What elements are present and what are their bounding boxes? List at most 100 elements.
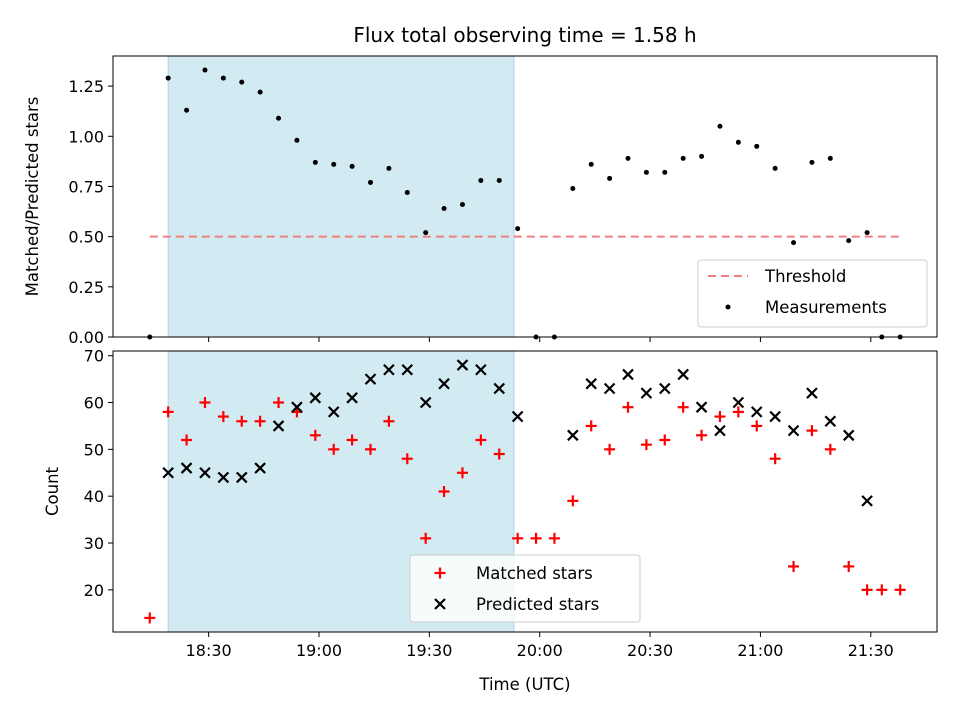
predicted-star-point: [180, 462, 193, 474]
ratio-y-axis-label: Matched/Predicted stars: [23, 97, 42, 297]
matched-star-point: [769, 453, 781, 465]
predicted-star-point: [438, 378, 450, 390]
matched-star-point: [843, 560, 855, 572]
matched-star-point: [894, 584, 906, 596]
predicted-star-point: [456, 359, 469, 371]
matched-star-point: [512, 532, 524, 544]
count-y-tick-label: 70: [84, 347, 104, 366]
predicted-star-point: [327, 406, 340, 418]
matched-star-point: [383, 415, 395, 427]
measurement-point: [239, 79, 245, 85]
ratio-y-tick-label: 0.75: [68, 177, 104, 196]
cross-bar: [456, 359, 469, 371]
count-x-tick-label: 20:30: [627, 641, 673, 660]
matched-star-point: [585, 420, 597, 432]
ratio-y-tick-label: 1.00: [68, 127, 104, 146]
predicted-star-point: [585, 378, 597, 390]
matched-star-point: [806, 425, 818, 437]
ratio-panel: 0.00 0.25 0.50 0.75 1.00 1.25 Matched/Predict…: [23, 55, 938, 347]
cross-bar: [695, 401, 708, 413]
measurement-point: [368, 179, 373, 185]
measurement-point: [662, 169, 668, 175]
cross-bar: [217, 471, 230, 484]
x-axis-label: Time (UTC): [478, 675, 570, 694]
predicted-star-point: [714, 424, 726, 437]
predicted-star-point: [199, 466, 211, 479]
cross-bar: [622, 368, 634, 381]
measurement-point: [735, 139, 741, 145]
measurement-point: [570, 185, 576, 191]
measurement-point: [257, 89, 263, 95]
count-x-tick-label: 21:00: [737, 641, 783, 660]
cross-bar: [732, 396, 745, 409]
matched-star-point: [732, 406, 744, 418]
cross-bar: [434, 598, 446, 610]
ratio-y-tick-label: 0.00: [68, 328, 104, 347]
measurement-point: [331, 161, 337, 167]
predicted-star-point: [750, 406, 763, 418]
measurement-point: [386, 165, 392, 171]
cross-bar: [162, 466, 174, 479]
predicted-star-point: [346, 392, 358, 404]
count-y-tick-label: 40: [84, 487, 104, 506]
cross-bar: [180, 462, 193, 474]
cross-bar: [364, 373, 377, 385]
count-y-tick-label: 30: [84, 534, 104, 553]
cross-bar: [383, 363, 395, 376]
cross-bar: [511, 410, 524, 423]
matched-star-point: [751, 420, 763, 432]
measurement-point: [791, 240, 797, 246]
count-panel: 20 30 40 50 60 70 18:30 19:00 19:30 20:00 20:30 21…: [43, 347, 938, 694]
measurement-point: [404, 189, 410, 195]
count-x-tick-label: 20:00: [517, 641, 563, 660]
measurement-point: [276, 115, 282, 121]
matched-stars-points: [144, 397, 906, 624]
matched-star-point: [236, 415, 248, 427]
cross-bar: [401, 363, 414, 376]
cross-bar: [677, 368, 689, 381]
measurement-point: [423, 230, 429, 236]
matched-star-point: [640, 439, 652, 451]
matched-star-point: [162, 406, 174, 418]
cross-bar: [493, 382, 506, 395]
cross-bar: [585, 378, 597, 390]
measurement-point: [809, 159, 815, 165]
measurement-point: [643, 169, 649, 175]
measurement-point: [165, 75, 171, 81]
cross-bar: [327, 406, 340, 418]
predicted-star-point: [769, 410, 781, 423]
cross-bar: [291, 401, 303, 413]
legend-measurements-label: Measurements: [765, 298, 887, 317]
ratio-legend: Threshold Measurements: [697, 259, 928, 328]
predicted-star-point: [511, 410, 524, 423]
predicted-star-point: [659, 382, 671, 395]
matched-star-point: [438, 486, 450, 497]
measurement-points: [147, 67, 903, 340]
matched-star-point: [346, 434, 358, 446]
count-y-ticks: 20 30 40 50 60 70: [84, 347, 113, 600]
observing-span-shade: [167, 55, 515, 338]
matched-star-point: [548, 532, 560, 544]
cross-bar: [714, 424, 726, 437]
cross-bar: [861, 495, 873, 507]
ratio-y-tick-label: 1.25: [68, 77, 104, 96]
cross-bar: [199, 466, 211, 479]
predicted-star-point: [677, 368, 689, 381]
matched-star-point: [567, 495, 579, 507]
legend-measurement-swatch: [725, 304, 731, 310]
cross-bar: [438, 378, 450, 390]
count-axes-frame: [112, 350, 938, 633]
ratio-legend-box: [697, 259, 928, 328]
count-y-tick-label: 20: [84, 581, 104, 600]
matched-star-point: [824, 443, 836, 455]
matched-star-point: [420, 532, 432, 544]
cross-bar: [346, 392, 358, 404]
predicted-star-point: [842, 429, 855, 442]
predicted-star-point: [732, 396, 745, 409]
count-x-ticks: 18:30 19:00 19:30 20:00 20:30 21:00 21:30: [186, 632, 894, 660]
legend-plus-marker: [434, 567, 446, 579]
cross-bar: [272, 420, 285, 432]
predicted-star-point: [622, 368, 634, 381]
predicted-star-point: [861, 495, 873, 507]
cross-bar: [824, 415, 837, 428]
